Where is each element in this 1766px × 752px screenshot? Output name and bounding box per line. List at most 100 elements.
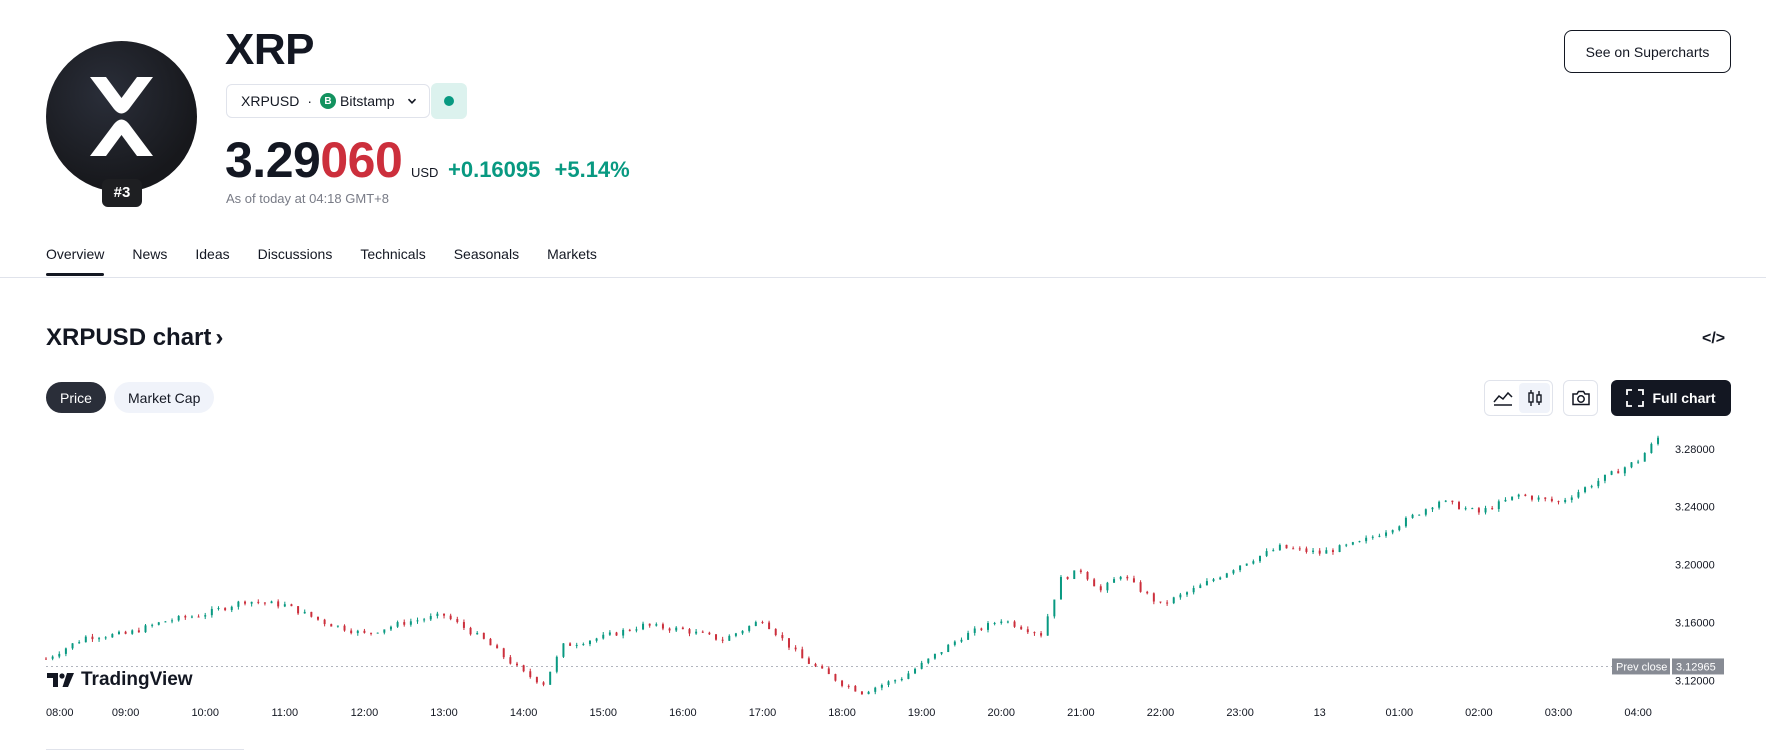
candle-body [244,601,247,604]
candle-body [1438,501,1441,508]
chart-heading-link[interactable]: XRPUSD chart › [46,324,223,352]
x-tick-label: 01:00 [1386,707,1414,719]
candle-body [1006,621,1009,623]
candle-body [1570,497,1573,500]
candle-body [350,630,353,634]
candle-body [807,658,810,664]
candle-body [1345,544,1348,546]
tab-markets[interactable]: Markets [547,246,597,262]
candle-body [1066,576,1069,579]
market-cap-toggle-button[interactable]: Market Cap [114,382,215,413]
candles-chart-button[interactable] [1519,383,1550,413]
candle-body [310,611,313,617]
candle-body [582,644,585,646]
price-toggle-button[interactable]: Price [46,382,106,413]
candle-body [1617,471,1620,474]
candle-body [1033,632,1036,634]
candle-body [58,653,61,657]
candle-body [1086,571,1089,580]
candle-body [1491,508,1494,510]
tab-seasonals[interactable]: Seasonals [453,246,520,262]
candle-body [748,625,751,631]
tab-ideas[interactable]: Ideas [195,246,230,262]
candle-body [535,677,538,683]
candle-body [1126,576,1129,579]
candle-body [1610,471,1613,475]
candle-body [993,623,996,625]
candle-body [204,615,207,617]
candle-body [443,613,446,616]
candle-body [1484,508,1487,513]
symbol-exchange-dropdown[interactable]: XRPUSD · B Bitstamp [226,84,430,118]
candle-body [91,636,94,640]
candle-body [290,604,293,607]
tab-overview[interactable]: Overview [46,246,105,276]
market-open-dot-icon [444,96,454,106]
candle-body [429,616,432,620]
x-tick-label: 04:00 [1624,707,1652,719]
candle-body [562,643,565,657]
candle-body [1106,582,1109,591]
candle-body [111,634,114,638]
candle-body [1477,508,1480,513]
candle-body [1020,626,1023,630]
candle-body [1404,517,1407,527]
full-chart-button[interactable]: Full chart [1611,380,1731,416]
candle-body [482,632,485,639]
candle-body [1219,577,1222,580]
candle-body [489,638,492,646]
candle-body [297,606,300,614]
candle-body [1312,550,1315,552]
candle-body [721,639,724,641]
x-tick-label: 03:00 [1545,707,1573,719]
candle-body [1053,599,1056,617]
x-tick-label: 23:00 [1226,707,1254,719]
x-tick-label: 22:00 [1147,707,1175,719]
price-chart[interactable]: 3.28000 3.24000 3.20000 3.16000 3.12000 Prev … [0,430,1766,730]
candle-body [389,626,392,630]
candle-body [1358,541,1361,543]
snapshot-button[interactable] [1563,380,1598,416]
candle-body [1444,500,1447,502]
see-on-supercharts-button[interactable]: See on Supercharts [1564,30,1731,73]
candle-body [1258,555,1261,562]
candle-body [1550,498,1553,502]
candle-body [522,665,525,672]
change-absolute: +0.16095 [448,157,541,182]
candle-body [98,638,101,640]
tab-news[interactable]: News [132,246,168,262]
fullscreen-icon [1626,389,1645,407]
candle-body [1630,462,1633,468]
candle-body [316,616,319,620]
chart-heading-label: XRPUSD chart [46,324,212,351]
tab-discussions[interactable]: Discussions [257,246,333,262]
tab-technicals[interactable]: Technicals [360,246,426,262]
symbol-tabs: Overview News Ideas Discussions Technica… [46,246,625,276]
candle-body [1351,542,1354,545]
exchange-group: B Bitstamp [320,93,395,109]
candle-body [1212,579,1215,582]
candle-body [1378,535,1381,537]
candle-body [396,622,399,627]
candle-body [781,635,784,639]
x-tick-label: 18:00 [828,707,856,719]
current-price: 3.29060 [225,130,403,190]
candle-body [45,658,47,660]
candle-body [960,639,963,642]
price-currency: USD [411,165,439,180]
candle-body [1497,501,1500,510]
candle-body [1504,499,1507,502]
candle-body [1530,495,1533,500]
candle-body [1093,579,1096,587]
candle-body [887,681,890,685]
tradingview-logo[interactable]: TradingView [47,669,193,691]
candle-body [356,630,359,634]
area-chart-button[interactable] [1487,383,1518,413]
candle-body [701,631,704,633]
rank-badge: #3 [102,179,142,207]
candle-body [230,606,233,611]
embed-code-icon[interactable]: </> [1702,330,1726,347]
candle-body [575,644,578,646]
market-status-button[interactable] [431,83,467,119]
prev-close-label: Prev close [1616,661,1667,673]
